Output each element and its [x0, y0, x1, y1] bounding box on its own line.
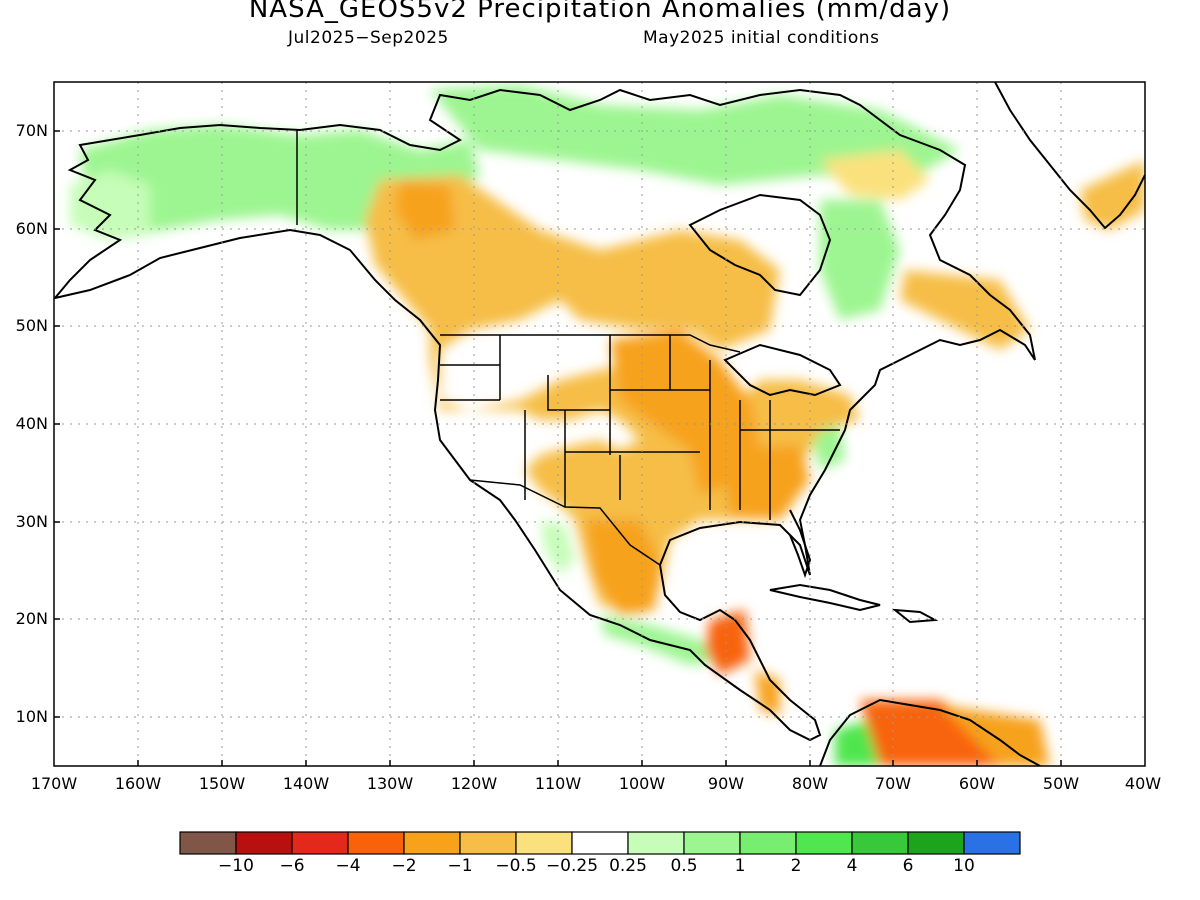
graticule — [54, 82, 1145, 766]
colorbar-box — [795, 831, 853, 855]
colorbar-label: 1 — [734, 856, 746, 876]
greenland-dry-anomaly — [1080, 160, 1145, 230]
labrador-dry-anomaly — [900, 270, 1030, 350]
colombia-wet-anomaly — [835, 720, 880, 766]
quebec-wet-anomaly — [820, 200, 900, 320]
lon-label: 140W — [282, 774, 330, 793]
colorbar-label: −4 — [335, 856, 361, 876]
southeast-dry-anomaly — [720, 445, 810, 520]
lon-label: 40W — [1124, 774, 1162, 793]
lat-label: 40N — [15, 414, 48, 433]
lon-label: 70W — [874, 774, 912, 793]
colorbar-box — [459, 831, 517, 855]
colorbar-box — [739, 831, 797, 855]
lon-label: 90W — [707, 774, 745, 793]
colorbar-box — [627, 831, 685, 855]
lon-label: 150W — [198, 774, 246, 793]
map-title: NASA_GEOS5v2 Precipitation Anomalies (mm… — [248, 0, 952, 24]
lon-label: 130W — [366, 774, 414, 793]
lon-label: 170W — [30, 774, 78, 793]
lon-label: 50W — [1042, 774, 1080, 793]
colorbar-box — [291, 831, 349, 855]
southeast-coast-wet-anomaly — [810, 425, 845, 470]
lat-label: 70N — [15, 121, 48, 140]
lat-label: 50N — [15, 316, 48, 335]
us-state-lines — [440, 335, 840, 520]
colorbar-label: −0.5 — [495, 856, 537, 876]
lat-label: 10N — [15, 707, 48, 726]
colorbar-box — [179, 831, 237, 855]
colorbar-label: 4 — [846, 856, 858, 876]
colorbar-label: −2 — [391, 856, 417, 876]
colorbar-label: 2 — [790, 856, 802, 876]
colorbar-label: 0.5 — [670, 856, 698, 876]
colorbar-box — [683, 831, 741, 855]
colorbar-box — [515, 831, 573, 855]
colorbar-box — [571, 831, 629, 855]
us-canada-border — [440, 334, 741, 353]
lon-label: 160W — [114, 774, 162, 793]
us-mexico-border — [469, 479, 661, 566]
south-america-coastline — [819, 698, 1041, 766]
colorbar-label: 10 — [953, 856, 975, 876]
colorbar-box — [963, 831, 1021, 855]
colorbar-label: 0.25 — [609, 856, 647, 876]
lon-label: 120W — [450, 774, 498, 793]
colorbar-label: −10 — [218, 856, 254, 876]
colorbar-label: −1 — [447, 856, 473, 876]
lon-label: 110W — [534, 774, 582, 793]
axis-ticks — [54, 130, 1062, 766]
lon-label: 60W — [958, 774, 996, 793]
anomaly-fields — [70, 85, 1145, 766]
lon-label: 80W — [791, 774, 829, 793]
hispaniola-coastline — [891, 608, 939, 624]
colorbar-box — [907, 831, 965, 855]
hudson-bay-coastline — [688, 193, 832, 297]
colorbar-label: 6 — [902, 856, 914, 876]
north-america-coastline — [54, 88, 1036, 742]
guatemala-dry-anomaly — [705, 610, 750, 675]
colorbar — [179, 831, 1021, 855]
lat-label: 30N — [15, 512, 48, 531]
colorbar-box — [235, 831, 293, 855]
initial-conditions: May2025 initial conditions — [643, 28, 880, 48]
lon-label: 100W — [618, 774, 666, 793]
great-lakes-outline — [723, 343, 842, 397]
greenland-coastline — [994, 82, 1145, 230]
hudson-dry-anomaly — [820, 150, 930, 200]
lat-label: 60N — [15, 219, 48, 238]
mexico-coast-wet-anomaly — [600, 615, 730, 665]
colorbar-box — [347, 831, 405, 855]
colorbar-label: −6 — [279, 856, 305, 876]
colorbar-box — [403, 831, 461, 855]
mexico-dry-anomaly — [585, 520, 660, 615]
colorbar-label: −0.25 — [545, 856, 599, 876]
colorbar-box — [851, 831, 909, 855]
forecast-period: Jul2025−Sep2025 — [288, 28, 449, 48]
lat-label: 20N — [15, 609, 48, 628]
cuba-coastline — [769, 583, 881, 612]
bc-dry-anomaly — [395, 180, 455, 240]
coastlines — [54, 82, 1145, 766]
florida-coastline — [789, 509, 812, 579]
political-boundaries — [296, 130, 840, 566]
